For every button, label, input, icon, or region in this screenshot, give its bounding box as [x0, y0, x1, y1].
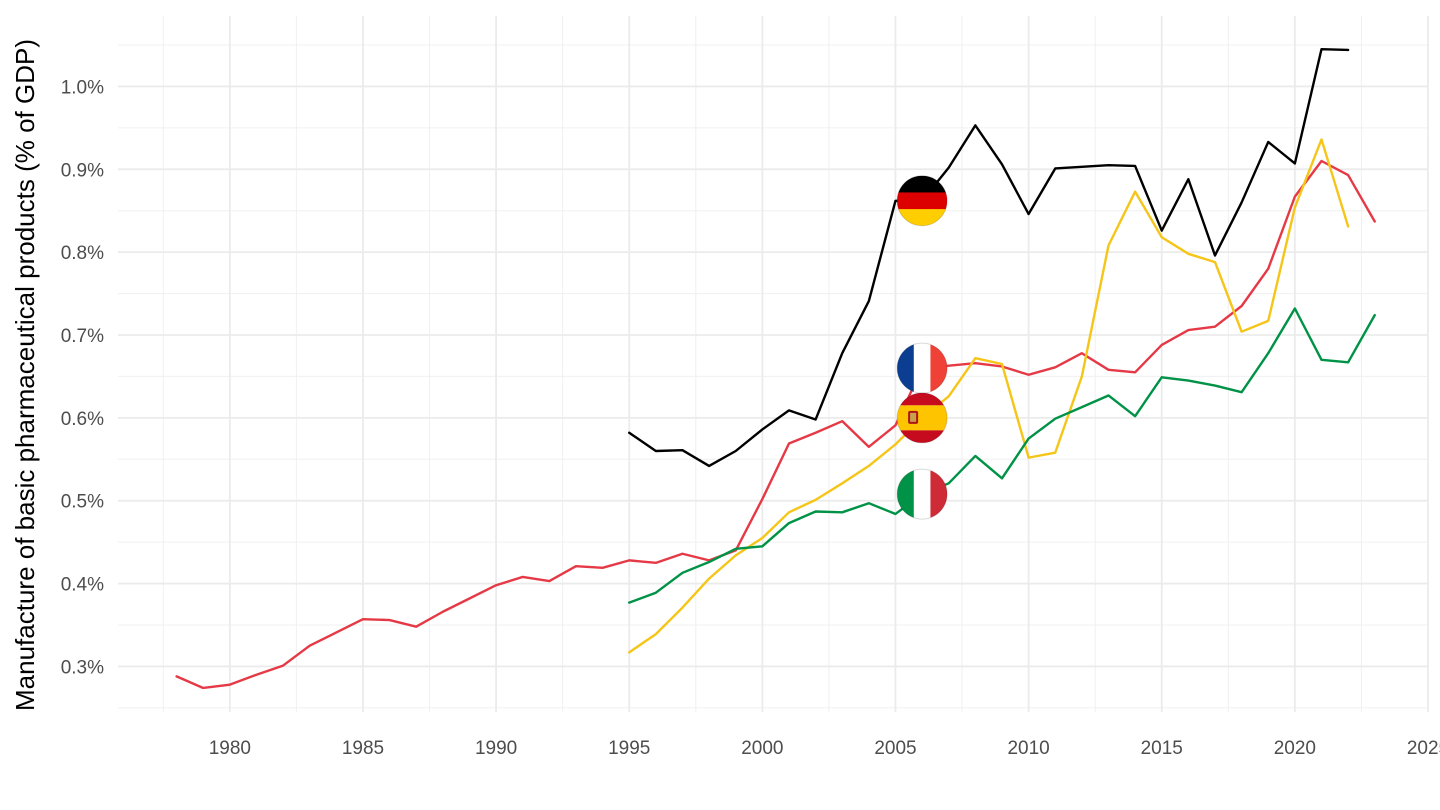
france-flag-icon	[896, 342, 948, 394]
x-tick-label: 2005	[874, 738, 916, 759]
series-lines	[175, 47, 1376, 690]
x-tick-label: 2010	[1007, 738, 1049, 759]
x-tick-label: 2020	[1274, 738, 1316, 759]
germany-flag-icon	[896, 175, 948, 227]
x-axis-tick-labels: 1980 1985 1990 1995 2000 2005 2010 2015 2020 2025	[209, 738, 1440, 759]
y-axis-title: Manufacture of basic pharmaceutical prod…	[10, 39, 40, 711]
y-tick-label: 0.8%	[61, 243, 104, 264]
y-tick-label: 0.5%	[61, 492, 104, 513]
italy-flag-icon	[896, 468, 948, 520]
x-tick-label: 1985	[342, 738, 384, 759]
y-tick-label: 0.9%	[61, 160, 104, 181]
series-line-germany	[628, 47, 1350, 468]
y-tick-label: 0.3%	[61, 657, 104, 678]
x-tick-label: 1990	[475, 738, 517, 759]
flag-markers	[896, 175, 948, 520]
minor-gridlines	[118, 16, 1428, 712]
x-tick-label: 1995	[608, 738, 650, 759]
x-tick-label: 1980	[209, 738, 251, 759]
series-line-france	[175, 159, 1376, 690]
y-tick-label: 0.7%	[61, 326, 104, 347]
series-line-spain	[628, 138, 1350, 654]
x-tick-label: 2015	[1141, 738, 1183, 759]
y-tick-label: 0.4%	[61, 575, 104, 596]
x-tick-label: 2000	[741, 738, 783, 759]
y-axis-tick-labels: 0.3% 0.4% 0.5% 0.6% 0.7% 0.8% 0.9% 1.0%	[61, 77, 104, 678]
spain-flag-icon	[896, 392, 948, 444]
y-tick-label: 1.0%	[61, 77, 104, 98]
major-gridlines	[118, 16, 1429, 712]
series-line-italy	[628, 307, 1376, 604]
y-tick-label: 0.6%	[61, 409, 104, 430]
x-tick-label: 2025	[1407, 738, 1440, 759]
